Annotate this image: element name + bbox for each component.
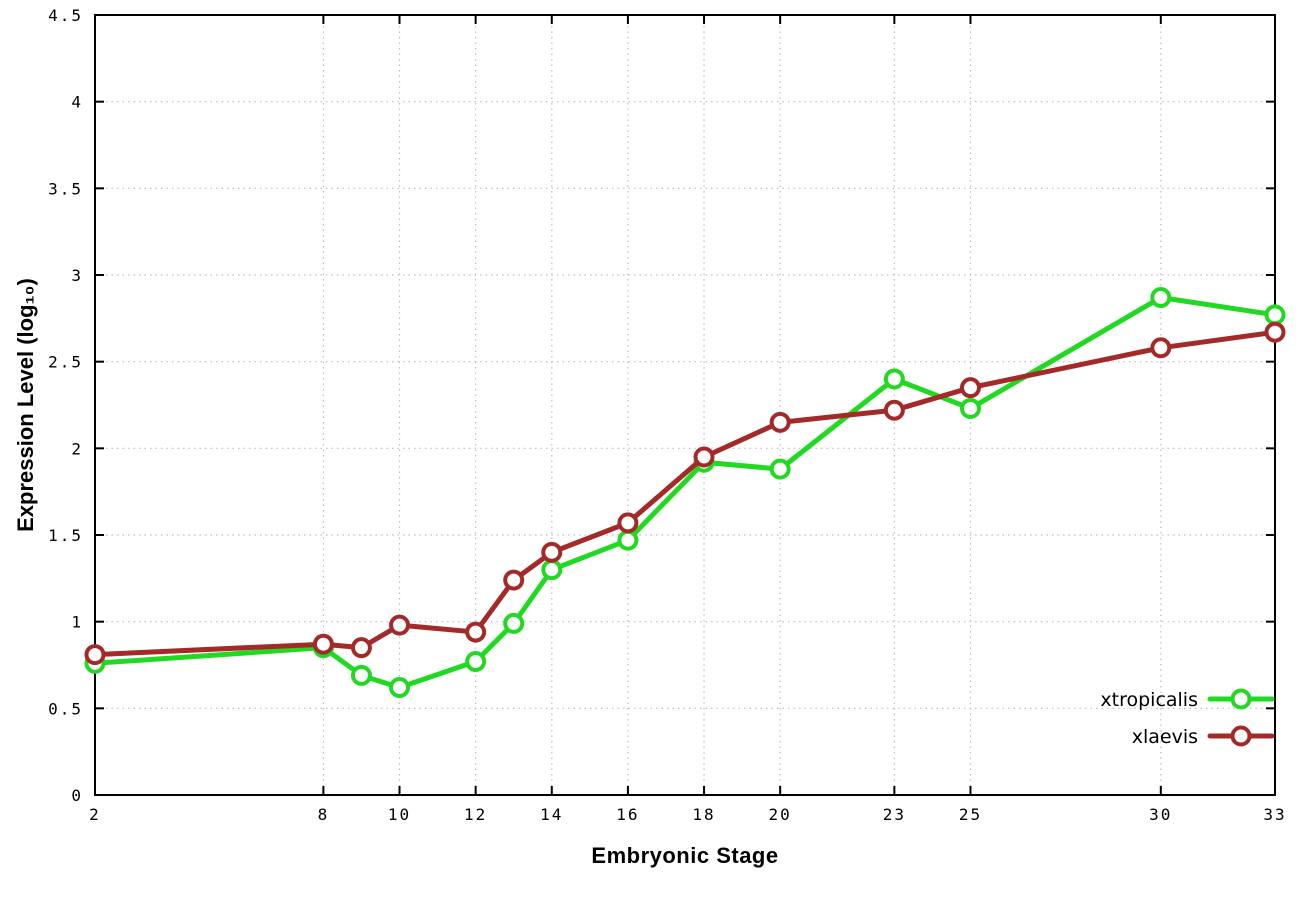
series-marker-xtropicalis — [541, 559, 563, 581]
series-marker-xtropicalis — [389, 677, 411, 699]
y-tick-label: 1.5 — [48, 526, 83, 545]
series-marker-xtropicalis — [350, 664, 372, 686]
x-axis-label: Embryonic Stage — [591, 843, 779, 868]
y-tick-label: 2 — [71, 439, 83, 458]
x-tick-label: 10 — [388, 805, 411, 824]
series-marker-xtropicalis — [503, 612, 525, 634]
series-marker-xlaevis — [693, 446, 715, 468]
series-line-xlaevis — [92, 329, 1278, 658]
series-marker-xlaevis — [1150, 337, 1172, 359]
series-marker-xtropicalis — [617, 529, 639, 551]
x-tick-label: 23 — [883, 805, 906, 824]
series-marker-xtropicalis — [1264, 304, 1286, 326]
series-marker-xlaevis — [465, 621, 487, 643]
x-tick-label: 2 — [89, 805, 101, 824]
series-marker-xlaevis — [769, 411, 791, 433]
series-marker-xtropicalis — [883, 368, 905, 390]
y-tick-label: 4.5 — [48, 6, 83, 25]
x-tick-label: 16 — [616, 805, 639, 824]
x-tick-label: 33 — [1263, 805, 1286, 824]
legend-sample-marker-xlaevis — [1230, 725, 1252, 747]
x-tick-label: 30 — [1149, 805, 1172, 824]
series-marker-xtropicalis — [769, 458, 791, 480]
plot-border — [94, 14, 1276, 796]
y-tick-label: 3 — [71, 266, 83, 285]
series-marker-xlaevis — [617, 512, 639, 534]
x-tick-label: 14 — [540, 805, 563, 824]
x-tick-label: 8 — [318, 805, 330, 824]
legend-label-xtropicalis: xtropicalis — [1100, 689, 1198, 711]
series-line-xtropicalis — [92, 295, 1278, 691]
series-marker-xlaevis — [84, 644, 106, 666]
y-tick-label: 4 — [71, 93, 83, 112]
y-axis-label: Expression Level (log₁₀) — [13, 278, 38, 532]
series-marker-xtropicalis — [959, 397, 981, 419]
series-marker-xtropicalis — [1150, 287, 1172, 309]
series-marker-xlaevis — [1264, 321, 1286, 343]
legend-label-xlaevis: xlaevis — [1132, 726, 1198, 748]
series-marker-xlaevis — [389, 614, 411, 636]
x-tick-label: 12 — [464, 805, 487, 824]
y-tick-label: 0.5 — [48, 699, 83, 718]
y-tick-label: 2.5 — [48, 353, 83, 372]
series-marker-xlaevis — [959, 377, 981, 399]
series-marker-xlaevis — [541, 541, 563, 563]
series-marker-xtropicalis — [465, 651, 487, 673]
y-tick-label: 1 — [71, 613, 83, 632]
series-marker-xlaevis — [883, 399, 905, 421]
series-marker-xlaevis — [503, 569, 525, 591]
legend-sample-marker-xtropicalis — [1230, 688, 1252, 710]
x-tick-label: 20 — [769, 805, 792, 824]
x-tick-label: 25 — [959, 805, 982, 824]
x-tick-label: 18 — [692, 805, 715, 824]
series-marker-xlaevis — [312, 633, 334, 655]
series-marker-xlaevis — [350, 637, 372, 659]
y-tick-label: 0 — [71, 786, 83, 805]
y-tick-label: 3.5 — [48, 179, 83, 198]
